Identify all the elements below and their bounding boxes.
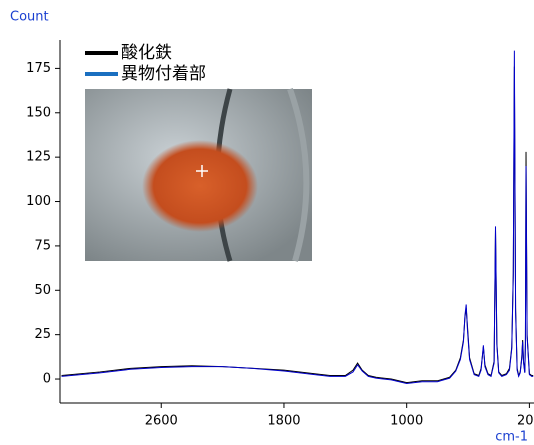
y-tick-label: 175 <box>26 61 51 76</box>
x-tick-label: 1800 <box>267 414 300 429</box>
legend-label: 異物付着部 <box>121 64 206 84</box>
y-tick-label: 100 <box>26 194 51 209</box>
x-axis-label: cm-1 <box>495 430 528 445</box>
y-tick-label: 0 <box>43 372 51 387</box>
y-tick-label: 125 <box>26 150 51 165</box>
legend-label: 酸化鉄 <box>121 43 172 63</box>
y-axis-label: Count <box>10 10 49 25</box>
x-tick-label: 200 <box>517 414 534 429</box>
y-tick-label: 50 <box>34 283 51 298</box>
photo-inset <box>85 89 312 261</box>
y-tick-label: 150 <box>26 105 51 120</box>
x-tick-label: 2600 <box>145 414 178 429</box>
x-tick-label: 1000 <box>390 414 423 429</box>
y-tick-label: 75 <box>34 238 51 253</box>
y-tick-label: 25 <box>34 327 51 342</box>
chart: Count cm-1 酸化鉄異物付着部 0 25 50 75 100 125 150 175 2… <box>0 0 534 445</box>
